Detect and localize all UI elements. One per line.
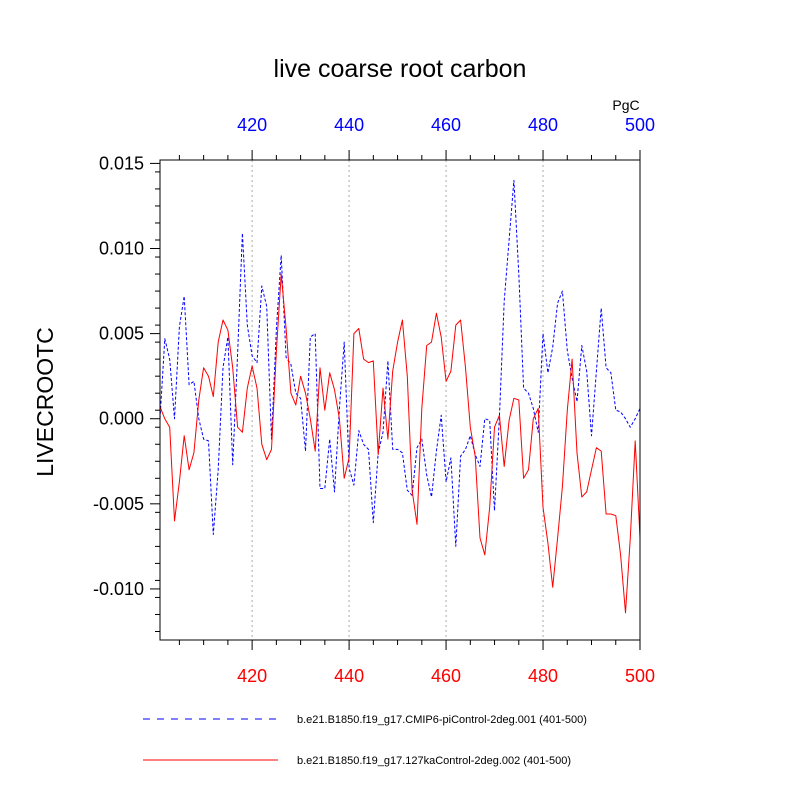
legend-label-127ka-control: b.e21.B1850.f19_g17.127kaControl-2deg.00… — [297, 755, 571, 767]
x-tick-label-bottom-1: 440 — [334, 666, 364, 686]
legend: b.e21.B1850.f19_g17.CMIP6-piControl-2deg… — [143, 714, 587, 767]
x-tick-label-bottom-3: 480 — [528, 666, 558, 686]
x-tick-label-top-0: 420 — [237, 115, 267, 135]
series-line-1 — [159, 273, 641, 614]
x-tick-label-bottom-2: 460 — [431, 666, 461, 686]
chart-title: live coarse root carbon — [274, 55, 527, 83]
x-tick-label-bottom-4: 500 — [625, 666, 655, 686]
y-tick-label-4: -0.005 — [93, 494, 144, 514]
y-axis-label: LIVECROOTC — [32, 327, 58, 477]
gridlines — [251, 160, 544, 640]
plot-frame — [159, 159, 641, 641]
y-tick-label-3: 0.000 — [99, 409, 144, 429]
x-tick-label-top-2: 460 — [431, 115, 461, 135]
x-tick-label-top-1: 440 — [334, 115, 364, 135]
axis-ticks — [150, 150, 641, 650]
y-tick-label-1: 0.010 — [99, 239, 144, 259]
y-tick-label-5: -0.010 — [93, 579, 144, 599]
plot-series — [159, 179, 641, 614]
axis-tick-labels: 0.015 0.010 0.005 0.000 -0.005 -0.010 420 420 44… — [93, 115, 655, 686]
x-tick-label-bottom-0: 420 — [237, 666, 267, 686]
y-tick-label-2: 0.005 — [99, 324, 144, 344]
y-tick-label-0: 0.015 — [99, 153, 144, 173]
series-line-0 — [159, 179, 641, 547]
x-tick-label-top-4: 500 — [625, 115, 655, 135]
legend-label-pi-control: b.e21.B1850.f19_g17.CMIP6-piControl-2deg… — [297, 714, 587, 726]
x-tick-label-top-3: 480 — [528, 115, 558, 135]
units-label: PgC — [612, 97, 639, 113]
